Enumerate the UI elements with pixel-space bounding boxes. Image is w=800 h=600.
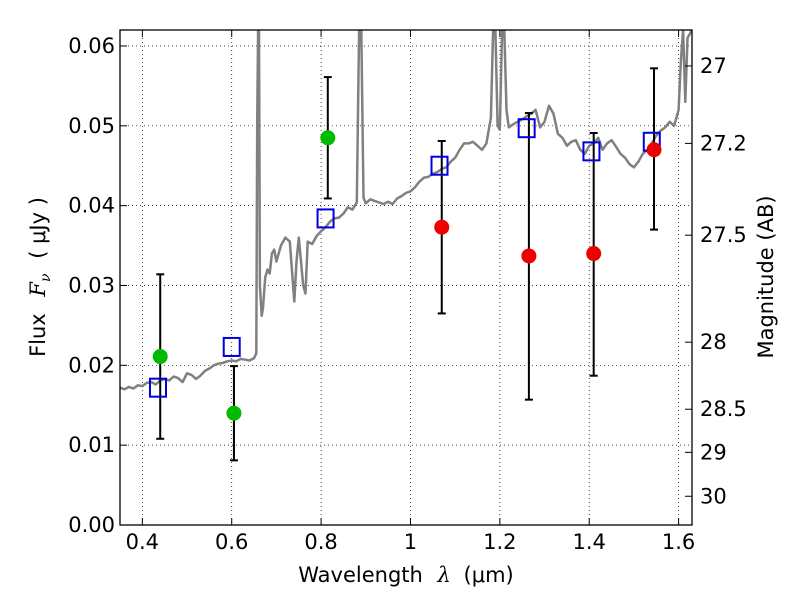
x-tick-label: 1.2 [483, 530, 516, 554]
model-photometry-square [148, 377, 167, 398]
x-axis-label-symbol: λ [437, 563, 451, 587]
model-photometry-square [316, 208, 335, 229]
y-axis-label: Flux Fν ( μJy ) [26, 197, 55, 357]
axis-ticks: 0.4 0.6 0.8 1 1.2 1.4 1.6 0.00 0.01 0.02 0.03 0.04 0… [68, 30, 747, 554]
y-tick-label: 0.03 [68, 273, 115, 297]
observed-photometry-point [152, 349, 168, 365]
plot-frame [119, 29, 693, 526]
y-tick-label: 0.05 [68, 114, 115, 138]
y-axis-label-unit: ( μJy ) [26, 197, 50, 259]
y2-tick-label: 29 [700, 440, 727, 464]
x-tick-label: 0.4 [126, 530, 159, 554]
y-tick-label: 0.06 [68, 34, 115, 58]
x-axis-label-unit: (μm) [464, 563, 514, 587]
y2-axis-label: Magnitude (AB) [754, 195, 778, 358]
model-spectrum-line [120, 30, 692, 391]
model-photometry-square [430, 155, 449, 176]
y2-tick-label: 28.5 [700, 397, 747, 421]
y2-tick-label: 27 [700, 54, 727, 78]
x-tick-label: 0.8 [304, 530, 337, 554]
x-tick-label: 1.4 [573, 530, 606, 554]
y-axis-label-symbol: F [26, 281, 50, 298]
y2-tick-label: 27.5 [700, 223, 747, 247]
model-photometry-square [582, 141, 601, 162]
model-photometry-square [517, 118, 536, 139]
observed-photometry-point [320, 130, 336, 146]
y-axis-label-subscript: ν [38, 273, 54, 282]
y-tick-label: 0.04 [68, 194, 115, 218]
y-tick-label: 0.00 [68, 513, 115, 537]
model-photometry-square [222, 336, 241, 357]
y-tick-label: 0.01 [68, 433, 115, 457]
x-tick-label: 1.6 [662, 530, 695, 554]
y2-tick-label: 27.2 [700, 131, 747, 155]
y2-tick-label: 28 [700, 330, 727, 354]
x-tick-label: 1 [404, 530, 417, 554]
y2-tick-label: 30 [700, 484, 727, 508]
grid-lines [120, 30, 692, 525]
observed-photometry-point [226, 405, 242, 421]
y-tick-label: 0.02 [68, 353, 115, 377]
observed-photometry-point [646, 142, 662, 158]
observed-photometry-point [521, 248, 537, 264]
observed-photometry-point [586, 246, 602, 262]
x-tick-label: 0.6 [215, 530, 248, 554]
series-layer [120, 30, 692, 462]
x-axis-label-text: Wavelength [298, 563, 423, 587]
x-axis-label: Wavelength λ (μm) [298, 563, 513, 587]
plot-background [120, 30, 692, 525]
y-axis-label-text: Flux [26, 313, 50, 357]
observed-photometry-point [434, 219, 450, 235]
